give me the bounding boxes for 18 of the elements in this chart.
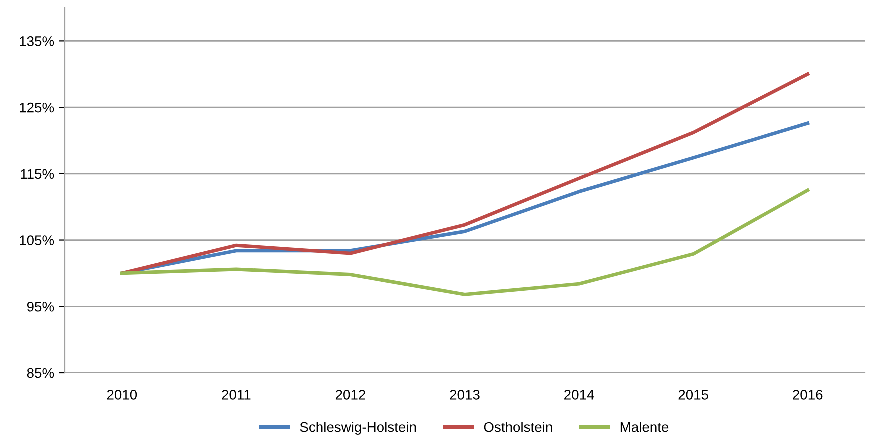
x-tick-label: 2015 [678,390,708,400]
y-tick-label: 105% [20,236,54,246]
line-series [120,188,810,296]
y-tick-label: 125% [20,102,54,113]
y-tick-label: 85% [27,368,54,378]
x-tick-label: 2016 [793,390,823,400]
x-tick-label: 2010 [107,390,138,400]
x-tick-label: 2011 [222,390,251,400]
y-tick-label: 95% [27,302,54,312]
legend-label: Schleswig-Holstein [300,422,416,435]
y-tick-label: 135% [20,36,54,46]
legend-label: Ostholstein [484,422,552,432]
x-tick-label: 2012 [336,390,366,400]
legend-label: Malente [620,422,669,432]
x-tick-label: 2014 [564,390,594,400]
x-tick-label: 2013 [450,390,480,400]
y-tick-label: 115% [21,169,54,180]
line-series [120,72,810,276]
